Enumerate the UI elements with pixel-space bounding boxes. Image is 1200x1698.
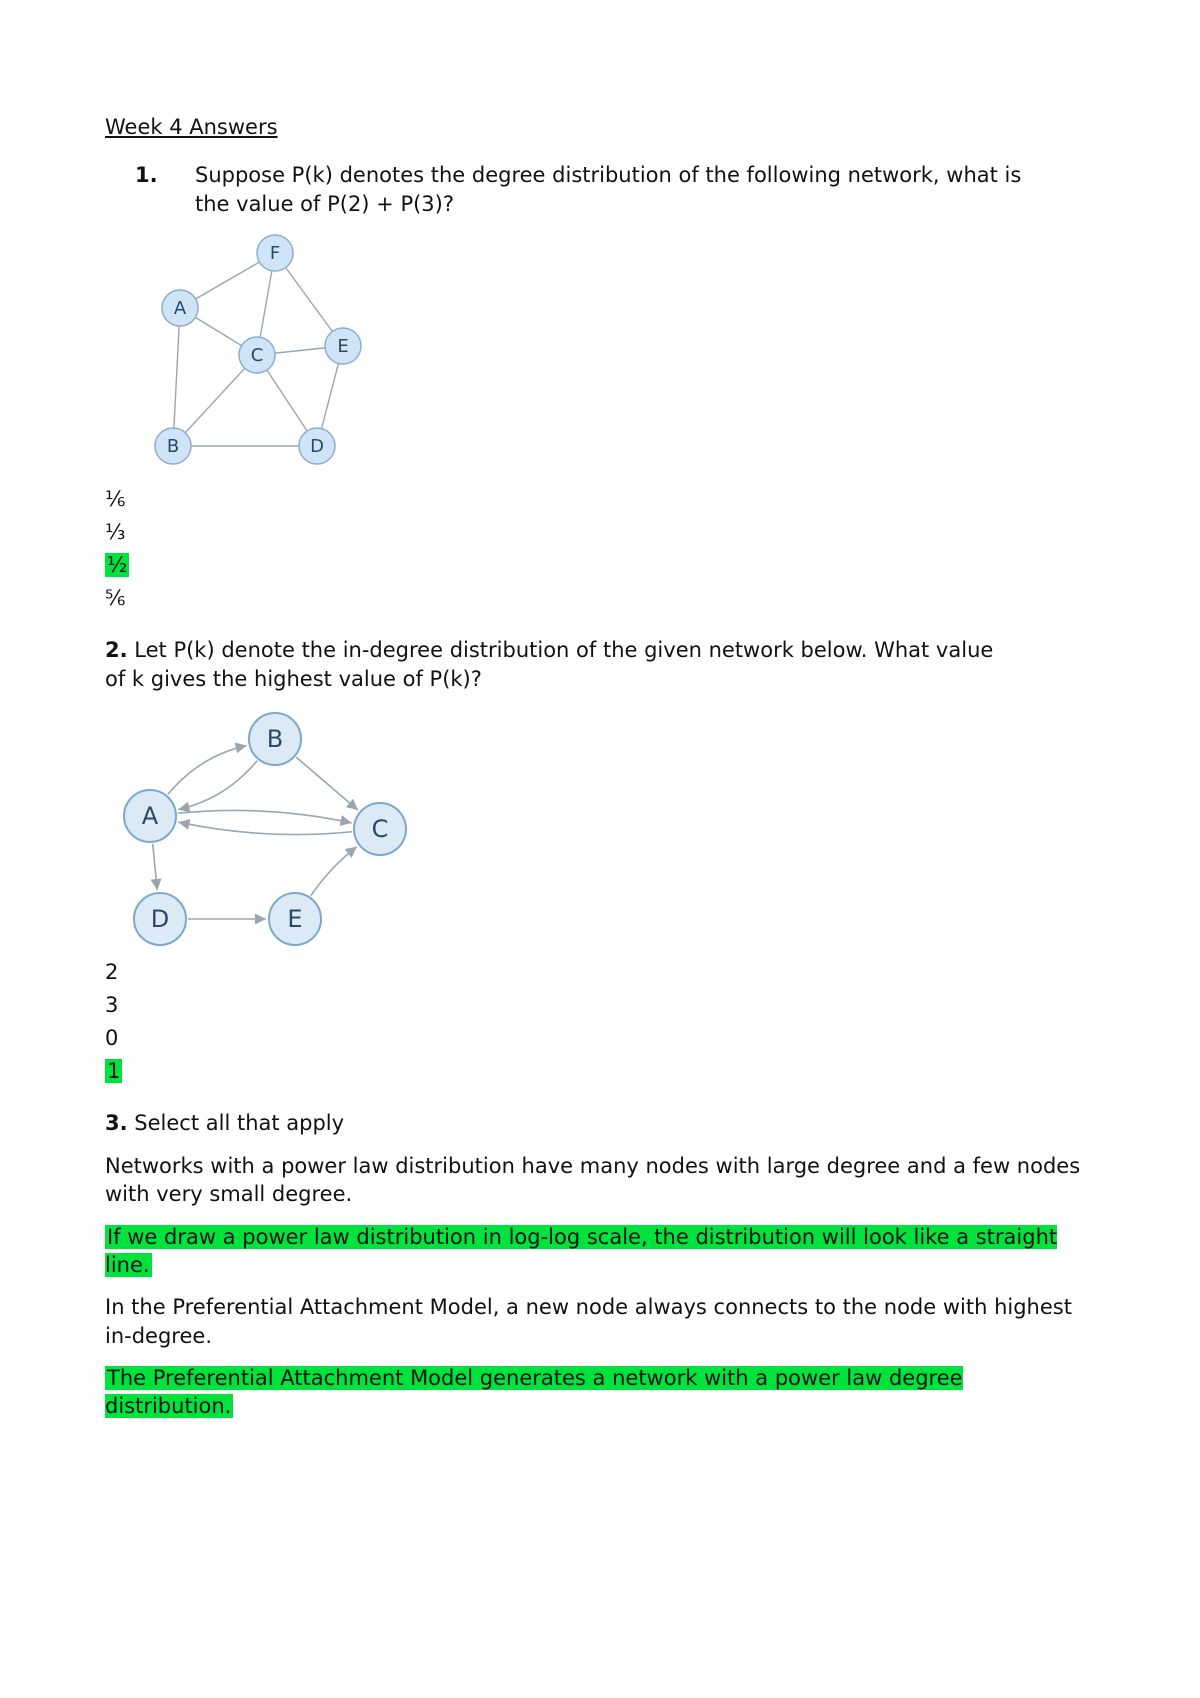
q3-option: Networks with a power law distribution h… — [105, 1152, 1095, 1209]
q2-option-correct: 1 — [105, 1059, 122, 1083]
q2-edge — [178, 811, 352, 823]
q2-edge — [311, 847, 357, 896]
q3-option: The Preferential Attachment Model genera… — [105, 1364, 1095, 1421]
q3-option-correct: If we draw a power law distribution in l… — [105, 1225, 1057, 1277]
q1-node-label: D — [310, 436, 324, 457]
q2-node-label: A — [142, 802, 159, 830]
q3-lead: Select all that apply — [134, 1111, 344, 1135]
q2-edge — [178, 761, 257, 810]
q1-node-label: F — [270, 243, 280, 264]
q2-node-label: E — [287, 905, 302, 933]
q2-block: 2. Let P(k) denote the in-degree distrib… — [105, 636, 1095, 693]
q2-edge — [168, 746, 247, 795]
q2-node-label: C — [372, 815, 389, 843]
q1-option: ⅓ — [105, 521, 1095, 544]
q1-line-2: the value of P(2) + P(3)? — [195, 192, 454, 216]
q1-number: 1. — [135, 161, 163, 189]
q3-number: 3. — [105, 1111, 128, 1135]
q2-line-1: Let P(k) denote the in-degree distributi… — [134, 638, 993, 662]
q2-edge — [296, 757, 358, 810]
q2-node-label: D — [151, 905, 169, 933]
q3-option: If we draw a power law distribution in l… — [105, 1223, 1095, 1280]
q1-option: ⅚ — [105, 587, 1095, 610]
q1-text: Suppose P(k) denotes the degree distribu… — [195, 161, 1095, 218]
q1-node-label: B — [167, 436, 179, 457]
q2-option: 1 — [105, 1060, 1095, 1083]
q1-option: ⅙ — [105, 488, 1095, 511]
q1-option-correct: ½ — [105, 553, 129, 577]
q2-node-label: B — [267, 725, 283, 753]
q2-graph: A B C D E — [105, 701, 425, 951]
q1-node-label: E — [337, 336, 348, 357]
q1-line-1: Suppose P(k) denotes the degree distribu… — [195, 163, 1021, 187]
q2-edge — [153, 844, 157, 890]
q3-option: In the Preferential Attachment Model, a … — [105, 1293, 1095, 1350]
q1-node-label: A — [174, 298, 187, 319]
q2-number: 2. — [105, 638, 128, 662]
q2-option: 0 — [105, 1027, 1095, 1050]
q1-graph: A B C D E F — [135, 228, 395, 478]
q2-line-2: of k gives the highest value of P(k)? — [105, 667, 482, 691]
q1-option: ½ — [105, 554, 1095, 577]
q3-option-correct: The Preferential Attachment Model genera… — [105, 1366, 963, 1418]
q1-block: 1. Suppose P(k) denotes the degree distr… — [135, 161, 1095, 218]
q2-edge — [178, 822, 352, 834]
q3-options: Networks with a power law distribution h… — [105, 1152, 1095, 1421]
q2-options: 2 3 0 1 — [105, 961, 1095, 1083]
q2-option: 3 — [105, 994, 1095, 1017]
q3-block: 3. Select all that apply — [105, 1109, 1095, 1137]
q1-node-label: C — [251, 345, 264, 366]
q1-edge — [173, 308, 180, 446]
page: Week 4 Answers 1. Suppose P(k) denotes t… — [0, 0, 1200, 1698]
q2-option: 2 — [105, 961, 1095, 984]
q1-options: ⅙ ⅓ ½ ⅚ — [105, 488, 1095, 610]
page-title: Week 4 Answers — [105, 115, 1095, 139]
